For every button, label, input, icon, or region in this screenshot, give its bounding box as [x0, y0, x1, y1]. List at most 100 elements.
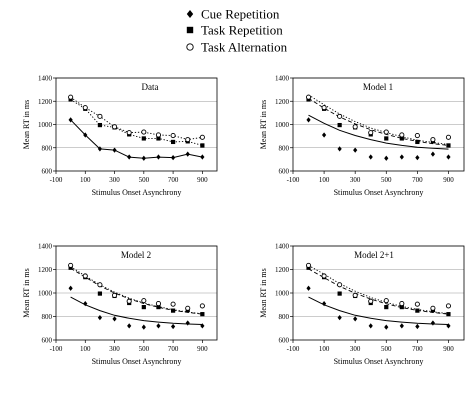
x-tick-label: 900 [197, 345, 208, 353]
x-tick-label: 900 [197, 176, 208, 184]
data-point-diamond [68, 285, 73, 291]
data-point-diamond [156, 154, 161, 160]
y-tick-label: 800 [42, 144, 53, 152]
data-point-diamond [430, 151, 436, 157]
y-tick-label: 800 [279, 144, 290, 152]
chart-panel-4: 600 800 1000 1200 1400 -100 100 300 500 700 900 Sti… [259, 243, 465, 366]
data-point-square [337, 291, 342, 296]
data-point-square [97, 122, 103, 128]
y-tick-label: 1200 [38, 266, 53, 274]
data-point-diamond [97, 146, 103, 152]
x-tick-label: 300 [109, 345, 120, 353]
x-tick-label: 900 [443, 345, 454, 353]
data-point-diamond [156, 323, 161, 329]
data-point-diamond [353, 316, 358, 322]
legend-circle-icon [186, 43, 194, 51]
x-tick-label: 500 [139, 176, 150, 184]
data-point-circle [111, 124, 118, 130]
data-point-diamond [321, 300, 327, 307]
data-point-circle [430, 137, 436, 143]
x-tick-label: 100 [80, 345, 91, 353]
data-point-diamond [170, 323, 176, 330]
x-tick-label: -100 [287, 345, 300, 353]
y-tick-label: 1400 [275, 75, 290, 83]
data-point-circle [68, 262, 74, 268]
data-point-square [141, 305, 146, 310]
y-axis-label: Mean RT in ms [22, 268, 31, 317]
legend-label: Task Repetition [201, 23, 283, 38]
legend-label: Cue Repetition [201, 7, 280, 22]
data-point-square [415, 308, 420, 313]
data-point-circle [383, 129, 389, 135]
y-tick-label: 1200 [275, 266, 290, 274]
data-point-circle [352, 124, 358, 130]
data-point-circle [141, 129, 147, 135]
y-tick-label: 1000 [275, 121, 290, 129]
x-axis-label: Stimulus Onset Asynchrony [334, 188, 424, 197]
data-point-circle [352, 292, 358, 298]
data-point-diamond [399, 154, 404, 160]
data-point-square [399, 305, 404, 310]
y-tick-label: 600 [42, 168, 53, 176]
x-axis-label: Stimulus Onset Asynchrony [92, 188, 182, 197]
data-point-square [141, 136, 146, 141]
data-point-diamond [127, 154, 132, 160]
data-point-diamond [306, 117, 311, 123]
data-point-diamond [368, 323, 373, 329]
data-point-diamond [141, 324, 146, 330]
x-tick-label: 100 [319, 176, 330, 184]
data-point-square [446, 143, 451, 148]
data-point-circle [337, 282, 343, 288]
x-tick-label: 500 [381, 176, 392, 184]
panel-title: Model 2+1 [354, 250, 394, 260]
series-line-cue-repetition-fit [70, 296, 203, 325]
series-line-task-alternation [70, 96, 203, 141]
data-point-circle [321, 105, 327, 111]
y-tick-label: 1200 [275, 98, 290, 106]
data-point-circle [185, 305, 191, 311]
chart-panels: 600 800 1000 1200 1400 -100 100 300 500 700 900 Sti… [22, 75, 465, 366]
series-line-task-alternation-fit [70, 266, 203, 315]
data-point-square [415, 139, 420, 145]
data-point-square [384, 136, 389, 141]
data-point-circle [337, 113, 343, 119]
data-point-circle [155, 132, 162, 138]
series-line-cue-repetition-fit [308, 296, 449, 325]
data-point-diamond [415, 155, 420, 161]
data-point-circle [170, 132, 176, 139]
data-point-square [170, 139, 176, 145]
data-point-diamond [337, 146, 342, 152]
panel-title: Data [142, 82, 159, 92]
panel-title: Model 1 [363, 82, 393, 92]
data-point-circle [368, 298, 374, 304]
x-tick-label: 500 [381, 345, 392, 353]
data-point-diamond [185, 320, 190, 326]
y-axis-label: Mean RT in ms [259, 268, 268, 317]
data-point-square [200, 143, 205, 148]
data-point-diamond [141, 155, 146, 161]
data-point-square [337, 122, 342, 128]
data-point-square [170, 308, 176, 313]
x-tick-label: 500 [139, 345, 150, 353]
y-tick-label: 1400 [38, 243, 53, 251]
x-tick-label: 100 [319, 345, 330, 353]
x-tick-label: 300 [350, 176, 361, 184]
data-point-diamond [200, 323, 205, 329]
data-point-circle [97, 282, 103, 288]
x-tick-label: -100 [50, 176, 63, 184]
y-tick-label: 1400 [275, 243, 290, 251]
data-point-circle [170, 301, 176, 307]
x-tick-label: -100 [50, 345, 63, 353]
data-point-circle [305, 94, 312, 100]
y-axis-label: Mean RT in ms [259, 100, 268, 149]
data-point-diamond [306, 285, 311, 291]
y-tick-label: 600 [279, 168, 290, 176]
data-point-diamond [415, 323, 420, 330]
x-tick-label: 300 [350, 345, 361, 353]
data-point-diamond [83, 300, 88, 307]
x-tick-label: 300 [109, 176, 120, 184]
data-point-circle [305, 262, 312, 268]
data-point-diamond [384, 324, 389, 330]
chart-panel-1: 600 800 1000 1200 1400 -100 100 300 500 700 900 Sti… [22, 75, 218, 197]
